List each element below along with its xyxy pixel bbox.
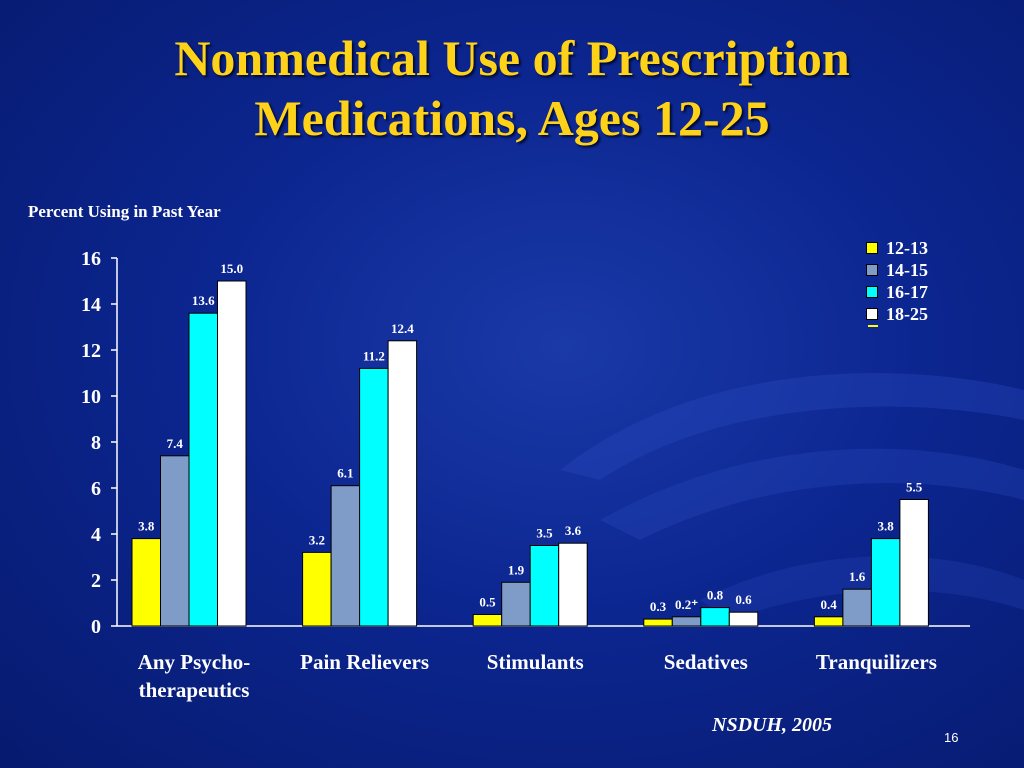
bar-value-label: 11.2: [363, 348, 385, 363]
legend-item-14-15: 14-15: [866, 259, 928, 281]
bar-value-label: 3.8: [878, 519, 895, 534]
bar-14-15: [160, 455, 190, 627]
title-line-2: Medications, Ages 12-25: [254, 90, 770, 146]
bar-value-label: 3.8: [138, 519, 155, 534]
y-tick-label: 2: [91, 570, 101, 592]
legend-swatch: [866, 308, 878, 320]
legend-item-16-17: 16-17: [866, 281, 928, 303]
legend-item-12-13: 12-13: [866, 237, 928, 259]
x-category-label: Pain Relievers: [300, 650, 429, 674]
x-category-label: Tranquilizers: [816, 650, 937, 674]
bar-value-label: 15.0: [220, 261, 243, 276]
legend-label: 14-15: [886, 259, 928, 280]
chart-legend: 12-13 14-15 16-17 18-25: [866, 237, 928, 327]
bar-14-15: [842, 588, 872, 627]
bar-12-13: [472, 614, 503, 627]
bar-12-13: [813, 616, 844, 627]
bar-value-label: 7.4: [167, 436, 184, 451]
bar-value-label: 6.1: [337, 466, 353, 481]
bar-value-label: 13.6: [192, 293, 215, 308]
legend-label: 16-17: [886, 281, 928, 302]
bar-18-25: [728, 611, 759, 627]
legend-swatch: [866, 286, 878, 298]
legend-label: 18-25: [886, 303, 928, 324]
bar-value-label: 12.4: [391, 321, 414, 336]
bar-value-label: 1.6: [849, 569, 866, 584]
legend-label: 12-13: [886, 237, 928, 258]
page-title: Nonmedical Use of Prescription Medicatio…: [0, 28, 1024, 148]
y-tick-label: 4: [91, 524, 101, 546]
x-category-label: Any Psycho-: [138, 650, 251, 674]
title-line-1: Nonmedical Use of Prescription: [174, 30, 850, 86]
y-axis-label: Percent Using in Past Year: [28, 202, 221, 221]
x-category-label: therapeutics: [139, 678, 250, 702]
page-number: 16: [944, 730, 959, 745]
legend-swatch: [866, 264, 878, 276]
bar-16-17: [529, 545, 560, 627]
bar-12-13: [643, 618, 673, 627]
bar-12-13: [131, 538, 161, 627]
bar-12-13: [302, 551, 332, 627]
bar-14-15: [671, 616, 702, 627]
bar-18-25: [387, 340, 418, 627]
legend-item-18-25: 18-25: [866, 303, 928, 325]
y-tick-label: 16: [81, 248, 101, 270]
bar-value-label: 0.5: [479, 595, 496, 610]
bar-value-label: 0.8: [707, 588, 724, 603]
source-citation: NSDUH, 2005: [712, 714, 833, 736]
bar-value-label: 3.6: [565, 523, 582, 538]
bar-value-label: 0.6: [735, 592, 752, 607]
x-category-label: Stimulants: [487, 650, 584, 674]
x-category-label: Sedatives: [664, 650, 748, 674]
bar-value-label: 1.9: [508, 562, 525, 577]
legend-swatch: [866, 242, 878, 254]
y-tick-label: 12: [81, 340, 101, 362]
bar-value-label: 5.5: [906, 480, 923, 495]
bar-16-17: [700, 607, 730, 627]
bar-16-17: [359, 367, 389, 627]
legend-marker: [868, 325, 878, 327]
bar-18-25: [899, 499, 929, 627]
bar-value-label: 3.5: [536, 526, 553, 541]
bar-14-15: [501, 581, 531, 627]
bar-value-label: 0.2⁺: [675, 597, 698, 612]
y-tick-label: 14: [81, 294, 101, 316]
bar-18-25: [217, 280, 247, 627]
y-tick-label: 10: [81, 386, 101, 408]
bar-18-25: [558, 542, 588, 627]
bar-16-17: [188, 312, 218, 627]
bar-value-label: 3.2: [309, 532, 325, 547]
bar-value-label: 0.3: [650, 599, 667, 614]
y-tick-label: 6: [91, 478, 101, 500]
bar-14-15: [330, 485, 361, 627]
y-tick-label: 0: [91, 616, 101, 638]
bar-value-label: 0.4: [821, 597, 838, 612]
y-tick-label: 8: [91, 432, 101, 454]
bar-16-17: [870, 538, 901, 627]
